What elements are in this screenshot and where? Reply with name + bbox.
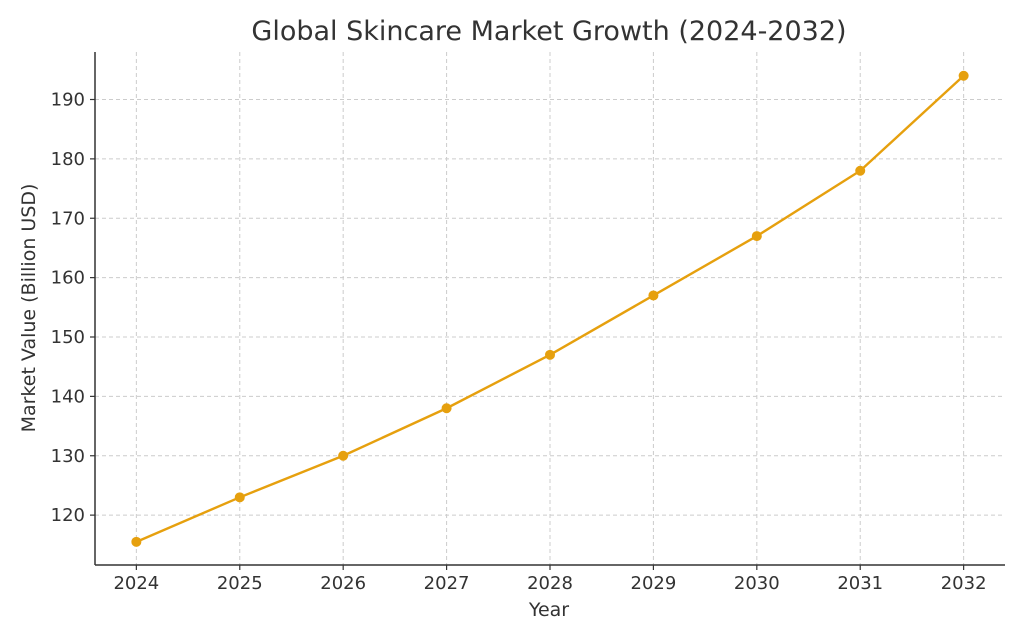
x-tick-label: 2028 bbox=[527, 573, 573, 594]
data-point bbox=[855, 165, 866, 176]
data-point bbox=[958, 70, 969, 81]
data-point bbox=[441, 403, 452, 414]
data-point bbox=[234, 492, 245, 503]
x-tick-label: 2025 bbox=[217, 573, 263, 594]
y-tick-label: 190 bbox=[51, 90, 85, 111]
data-point bbox=[648, 290, 659, 301]
y-tick-label: 140 bbox=[51, 386, 85, 407]
grid-lines bbox=[95, 52, 1005, 565]
data-point bbox=[131, 536, 142, 547]
x-tick-label: 2032 bbox=[941, 573, 987, 594]
y-tick-label: 170 bbox=[51, 208, 85, 229]
x-tick-label: 2030 bbox=[734, 573, 780, 594]
axes bbox=[90, 52, 1005, 570]
data-point bbox=[545, 349, 555, 360]
y-tick-label: 180 bbox=[51, 149, 85, 170]
x-tick-label: 2027 bbox=[424, 573, 470, 594]
y-tick-label: 120 bbox=[51, 505, 85, 526]
data-point bbox=[338, 450, 349, 461]
y-tick-label: 160 bbox=[51, 268, 85, 289]
x-axis-label: Year bbox=[528, 599, 569, 621]
x-tick-label: 2024 bbox=[113, 573, 159, 594]
tick-labels: 120 130 140 150 160 170 180 190 2024 2025 2026 2027… bbox=[51, 90, 987, 595]
x-tick-label: 2031 bbox=[837, 573, 883, 594]
y-tick-label: 150 bbox=[51, 327, 85, 348]
x-tick-label: 2026 bbox=[320, 573, 366, 594]
x-tick-label: 2029 bbox=[631, 573, 677, 594]
y-axis-label: Market Value (Billion USD) bbox=[18, 184, 40, 433]
series-layer bbox=[131, 70, 969, 547]
chart-title: Global Skincare Market Growth (2024-2032… bbox=[251, 16, 846, 47]
data-point bbox=[751, 231, 762, 242]
y-tick-label: 130 bbox=[51, 446, 85, 467]
